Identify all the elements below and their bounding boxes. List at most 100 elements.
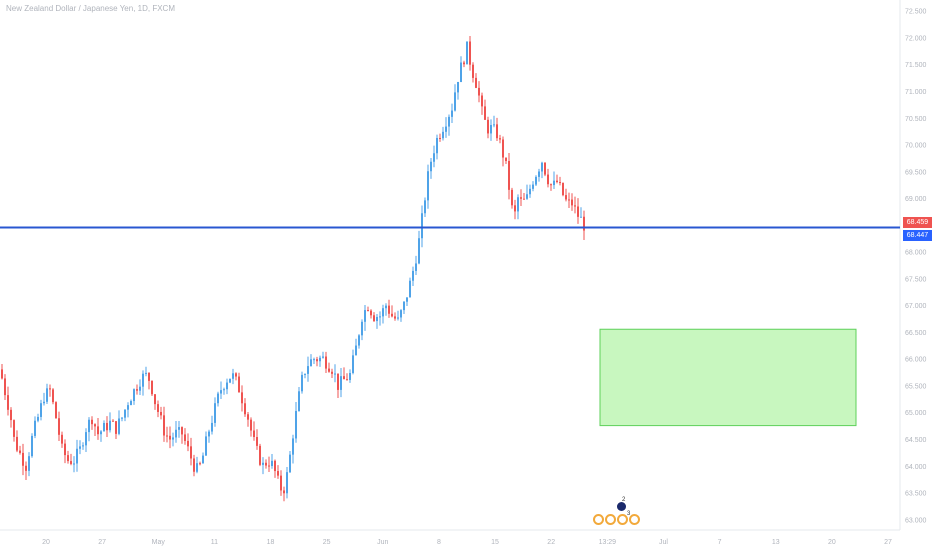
candle-body [529, 188, 531, 195]
price-axis-label: 71.000 [905, 89, 927, 96]
candle-body [559, 182, 561, 184]
candle-body [148, 372, 150, 381]
event-flag-icon[interactable] [605, 514, 616, 525]
candle-body [553, 180, 555, 186]
price-axis-label: 64.000 [905, 464, 927, 471]
candle-body [40, 403, 42, 417]
candle-body [103, 422, 105, 432]
candle-body [409, 280, 411, 298]
candle-body [223, 389, 225, 391]
candle-body [172, 437, 174, 440]
candle-body [340, 376, 342, 390]
candle-body [94, 424, 96, 427]
time-axis-label: 22 [547, 539, 555, 546]
economic-events-markers[interactable]: 2 3 [591, 495, 647, 531]
candle-body [574, 205, 576, 207]
candle-body [274, 460, 276, 472]
candle-body [253, 430, 255, 438]
time-axis-label: 18 [267, 539, 275, 546]
candle-body [112, 420, 114, 422]
candle-body [379, 316, 381, 318]
candle-body [169, 435, 171, 440]
candle-body [580, 216, 582, 218]
candle-body [511, 189, 513, 206]
price-axis-label: 63.000 [905, 517, 927, 524]
price-axis-label: 65.000 [905, 410, 927, 417]
candle-body [124, 409, 126, 418]
candle-body [61, 434, 63, 444]
candle-body [475, 77, 477, 88]
dividend-event-icon[interactable] [617, 502, 626, 511]
candle-body [532, 184, 534, 189]
candle-body [91, 419, 93, 425]
time-axis-label: 11 [211, 539, 218, 546]
candle-body [79, 446, 81, 449]
candle-body [49, 388, 51, 390]
candle-body [391, 313, 393, 317]
candle-body [229, 378, 231, 383]
candle-body [526, 194, 528, 199]
time-axis-label: 20 [828, 539, 836, 546]
candle-body [19, 450, 21, 453]
candle-body [484, 106, 486, 120]
candle-body [121, 417, 123, 419]
price-axis-label: 66.500 [905, 330, 927, 337]
candle-body [469, 41, 471, 65]
candle-body [88, 419, 90, 433]
candle-body [406, 297, 408, 302]
candle-body [319, 357, 321, 362]
candle-body [361, 321, 363, 336]
time-axis-label: 27 [98, 539, 106, 546]
event-count-top: 2 [622, 497, 626, 503]
candle-body [205, 436, 207, 456]
time-axis-label: 15 [491, 539, 499, 546]
candle-body [367, 310, 369, 312]
time-axis-label: 27 [884, 539, 892, 546]
candle-body [193, 458, 195, 472]
candle-body [265, 462, 267, 466]
candle-body [286, 472, 288, 494]
candle-body [82, 445, 84, 447]
candle-body [187, 440, 189, 447]
candle-body [430, 161, 432, 172]
candle-body [568, 199, 570, 201]
candle-body [256, 437, 258, 446]
price-axis-label: 72.500 [905, 9, 927, 16]
candle-body [43, 401, 45, 404]
candle-body [136, 389, 138, 391]
event-flag-icon[interactable] [629, 514, 640, 525]
candle-body [556, 180, 558, 183]
candle-body [178, 427, 180, 430]
time-axis-label: 13:29 [599, 539, 617, 546]
candle-body [28, 456, 30, 471]
candle-body [547, 174, 549, 185]
candle-body [250, 419, 252, 431]
candle-body [145, 372, 147, 374]
candle-body [73, 463, 75, 465]
candle-body [10, 409, 12, 421]
candle-body [4, 378, 6, 396]
candle-body [457, 81, 459, 93]
time-axis-label: 7 [718, 539, 722, 546]
candle-body [313, 359, 315, 361]
candle-body [451, 110, 453, 117]
candle-body [466, 41, 468, 65]
candle-body [376, 317, 378, 322]
candle-body [208, 431, 210, 437]
candle-body [202, 455, 204, 464]
candle-body [109, 420, 111, 431]
time-axis-label: 25 [323, 539, 331, 546]
candle-body [259, 445, 261, 465]
candle-body [199, 463, 201, 465]
event-flag-icon[interactable] [593, 514, 604, 525]
event-flag-icon[interactable] [617, 514, 628, 525]
candle-body [307, 366, 309, 374]
candle-body [346, 379, 348, 381]
candle-body [67, 455, 69, 462]
candle-body [97, 426, 99, 435]
candle-body [541, 162, 543, 172]
horizontal-level-price-tag[interactable]: 68.447 [903, 230, 932, 241]
candle-body [244, 403, 246, 415]
